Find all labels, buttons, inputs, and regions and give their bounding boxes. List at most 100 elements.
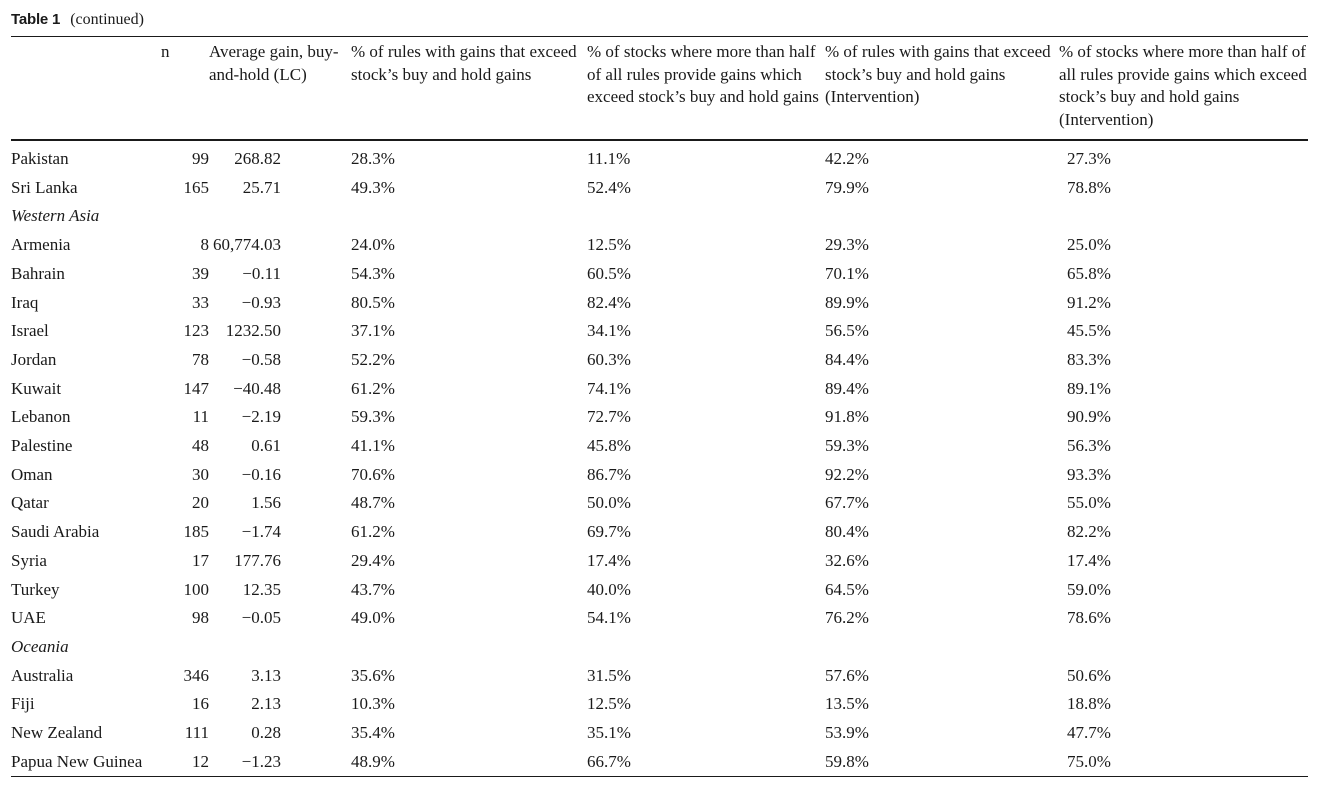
pct-rules-cell: 80.5% <box>351 292 395 312</box>
average-gain-cell: 1.56 <box>251 493 281 513</box>
pct-rules-cell: 70.6% <box>351 464 395 484</box>
country-cell: Palestine <box>11 436 73 456</box>
country-cell: Pakistan <box>11 149 69 168</box>
n-cell: 99 <box>192 149 209 168</box>
pct-rules-cell: 49.3% <box>351 177 395 197</box>
n-cell: 78 <box>192 349 209 369</box>
pct-rules-cell: 48.9% <box>351 747 587 778</box>
average-gain-cell: −1.23 <box>209 747 351 778</box>
pct-rules-intervention-cell: 32.6% <box>825 550 869 570</box>
table-row: New Zealand 111 0.28 35.4% 35.1% 53.9% 47.7% <box>11 719 1308 748</box>
country-cell: Syria <box>11 550 47 570</box>
pct-stocks-cell: 40.0% <box>587 579 631 599</box>
pct-rules-intervention-cell: 57.6% <box>825 665 869 685</box>
country-cell: Jordan <box>11 349 57 369</box>
pct-stocks-intervention-cell: 83.3% <box>1067 349 1111 369</box>
pct-rules-intervention-cell: 56.5% <box>825 321 869 341</box>
pct-rules-cell: 61.2% <box>351 522 395 542</box>
region-heading: Western Asia <box>11 206 100 226</box>
country-cell: Turkey <box>11 579 60 599</box>
n-cell: 8 <box>200 235 210 255</box>
average-gain-cell: 3.13 <box>251 665 281 685</box>
n-cell: 123 <box>183 321 210 341</box>
country-cell: Bahrain <box>11 263 65 283</box>
n-cell: 11 <box>192 407 209 427</box>
data-table: n Average gain, buy-and-hold (LC) % of r… <box>11 36 1308 778</box>
table-row: Qatar 20 1.56 48.7% 50.0% 67.7% 55.0% <box>11 489 1308 518</box>
pct-rules-intervention-cell: 92.2% <box>825 464 869 484</box>
pct-rules-intervention-cell: 84.4% <box>825 349 869 369</box>
table-row: UAE 98 −0.05 49.0% 54.1% 76.2% 78.6% <box>11 604 1308 633</box>
average-gain-cell: 25.71 <box>242 177 281 197</box>
pct-stocks-cell: 82.4% <box>587 292 631 312</box>
header-pct-rules-exceed-intervention: % of rules with gains that exceed stock’… <box>825 36 1059 141</box>
pct-rules-intervention-cell: 89.9% <box>825 292 869 312</box>
pct-stocks-intervention-cell: 90.9% <box>1067 407 1111 427</box>
country-cell: Armenia <box>11 235 71 255</box>
pct-stocks-intervention-cell: 27.3% <box>1067 149 1111 168</box>
n-cell: 100 <box>183 579 210 599</box>
average-gain-cell: 12.35 <box>242 579 281 599</box>
table-row: Jordan 78 −0.58 52.2% 60.3% 84.4% 83.3% <box>11 346 1308 375</box>
pct-stocks-intervention-cell: 78.6% <box>1067 608 1111 628</box>
pct-rules-cell: 35.4% <box>351 723 395 743</box>
header-pct-stocks-majority: % of stocks where more than half of all … <box>587 36 825 141</box>
table-row: Palestine 48 0.61 41.1% 45.8% 59.3% 56.3% <box>11 432 1308 461</box>
pct-stocks-cell: 72.7% <box>587 407 631 427</box>
pct-rules-cell: 35.6% <box>351 665 395 685</box>
pct-stocks-intervention-cell: 93.3% <box>1067 464 1111 484</box>
pct-rules-cell: 61.2% <box>351 378 395 398</box>
pct-rules-intervention-cell: 13.5% <box>825 694 869 714</box>
country-cell: Saudi Arabia <box>11 522 100 542</box>
country-cell: Kuwait <box>11 378 62 398</box>
average-gain-cell: −0.05 <box>241 608 281 628</box>
pct-stocks-cell: 66.7% <box>587 747 825 778</box>
pct-stocks-cell: 31.5% <box>587 665 631 685</box>
pct-stocks-cell: 69.7% <box>587 522 631 542</box>
country-cell: Fiji <box>11 694 35 714</box>
table-row: Armenia 8 60,774.03 24.0% 12.5% 29.3% 25.0% <box>11 231 1308 260</box>
table-row: Fiji 16 2.13 10.3% 12.5% 13.5% 18.8% <box>11 690 1308 719</box>
table-row: Pakistan 99 268.82 28.3% 11.1% 42.2% 27.3% <box>11 140 1308 174</box>
pct-stocks-cell: 74.1% <box>587 378 631 398</box>
header-country <box>11 36 161 141</box>
pct-rules-intervention-cell: 80.4% <box>825 522 869 542</box>
pct-rules-cell: 37.1% <box>351 321 395 341</box>
pct-rules-intervention-cell: 64.5% <box>825 579 869 599</box>
pct-rules-intervention-cell: 42.2% <box>825 149 869 168</box>
table-row: Sri Lanka 165 25.71 49.3% 52.4% 79.9% 78.8% <box>11 174 1308 203</box>
data-table-container: n Average gain, buy-and-hold (LC) % of r… <box>11 36 1308 778</box>
pct-rules-cell: 24.0% <box>351 235 395 255</box>
pct-stocks-cell: 12.5% <box>587 235 631 255</box>
region-heading: Oceania <box>11 636 69 656</box>
region-heading-row: Oceania <box>11 633 1308 662</box>
n-cell: 98 <box>192 608 209 628</box>
pct-stocks-cell: 54.1% <box>587 608 631 628</box>
average-gain-cell: 2.13 <box>251 694 281 714</box>
header-n: n <box>161 36 209 141</box>
pct-stocks-cell: 60.3% <box>587 349 631 369</box>
table-row: Bahrain 39 −0.11 54.3% 60.5% 70.1% 65.8% <box>11 260 1308 289</box>
pct-rules-cell: 48.7% <box>351 493 395 513</box>
average-gain-cell: 177.76 <box>234 550 281 570</box>
pct-rules-intervention-cell: 53.9% <box>825 723 869 743</box>
average-gain-cell: −0.16 <box>241 464 281 484</box>
n-cell: 20 <box>192 493 209 513</box>
n-cell: 165 <box>183 177 210 197</box>
table-row: Oman 30 −0.16 70.6% 86.7% 92.2% 93.3% <box>11 461 1308 490</box>
average-gain-cell: −0.11 <box>242 263 281 283</box>
n-cell: 39 <box>192 263 209 283</box>
pct-stocks-cell: 34.1% <box>587 321 631 341</box>
header-average-gain: Average gain, buy-and-hold (LC) <box>209 36 351 141</box>
pct-rules-intervention-cell: 91.8% <box>825 407 869 427</box>
pct-stocks-intervention-cell: 50.6% <box>1067 665 1111 685</box>
region-heading-row: Western Asia <box>11 202 1308 231</box>
average-gain-cell: 0.61 <box>251 436 281 456</box>
country-cell: Papua New Guinea <box>11 747 161 778</box>
pct-stocks-cell: 11.1% <box>587 149 631 168</box>
pct-rules-intervention-cell: 59.3% <box>825 436 869 456</box>
table-row: Iraq 33 −0.93 80.5% 82.4% 89.9% 91.2% <box>11 289 1308 318</box>
table-label: Table 1 <box>11 11 61 28</box>
pct-rules-intervention-cell: 70.1% <box>825 263 869 283</box>
table-row: Papua New Guinea 12 −1.23 48.9% 66.7% 59.8% 75… <box>11 747 1308 778</box>
